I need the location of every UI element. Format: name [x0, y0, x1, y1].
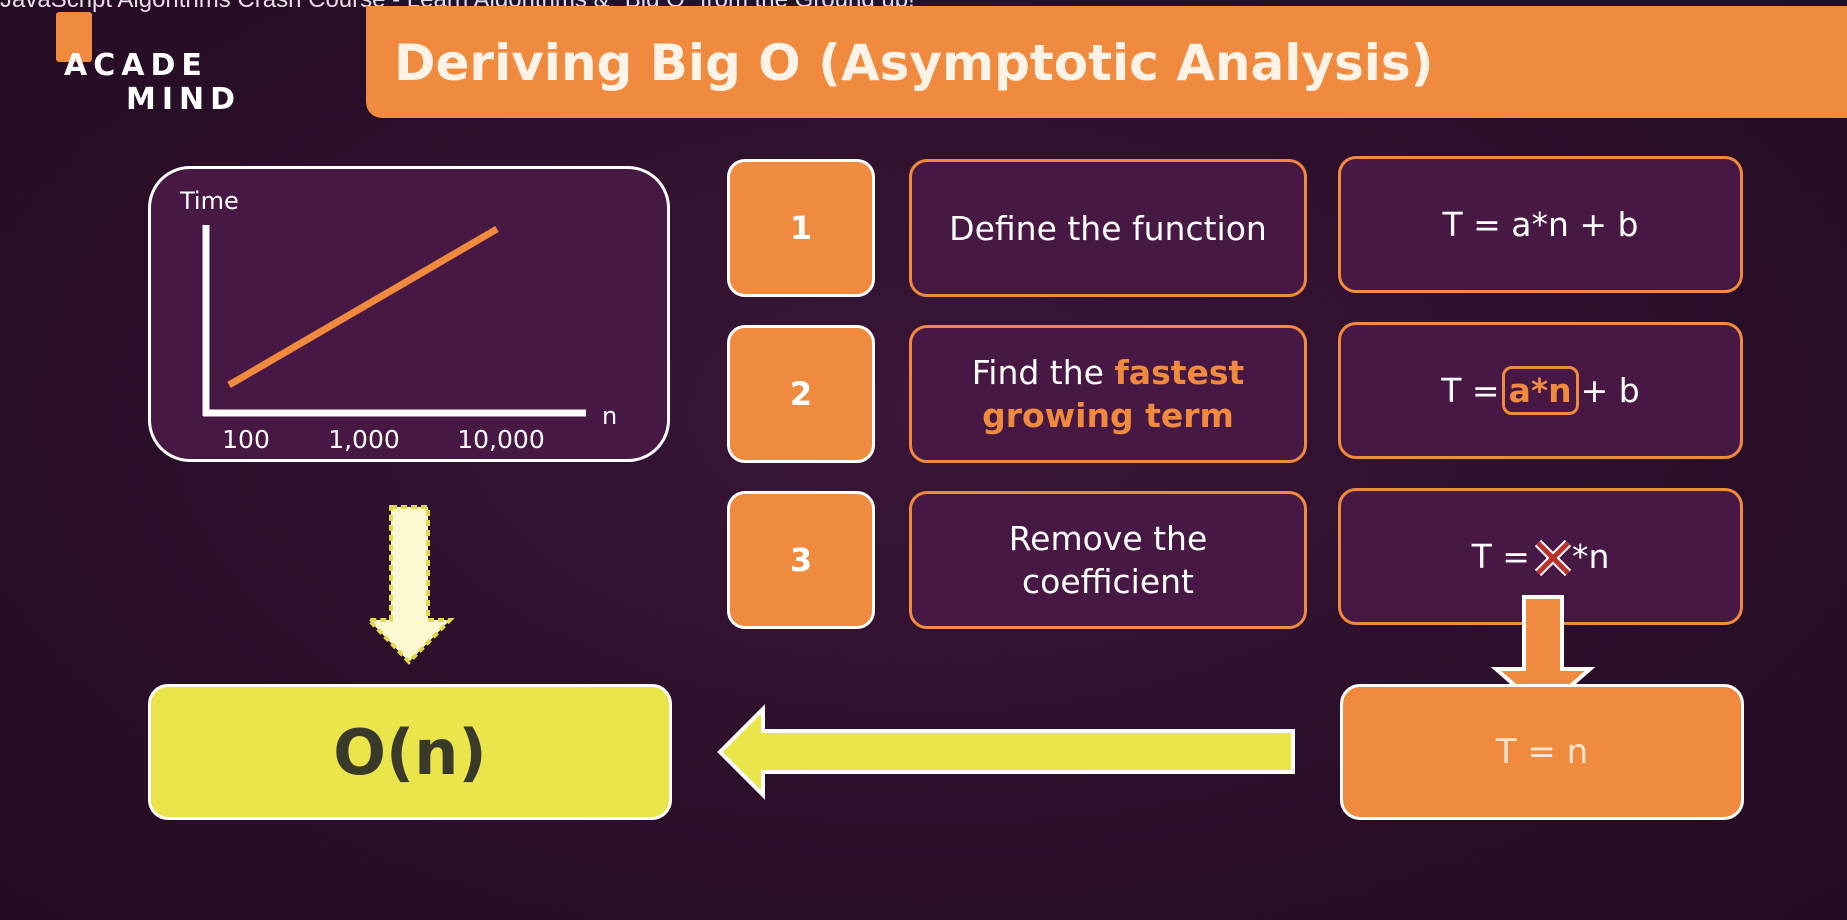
step-1-text: Define the function [949, 208, 1267, 248]
step-2-highlight: fastest growing term [982, 353, 1245, 435]
step-2-description: Find the fastest growing term [909, 325, 1307, 463]
formula-2-suffix: + b [1580, 371, 1640, 410]
logo-line2: MIND [126, 82, 242, 117]
formula-1: T = a*n + b [1338, 156, 1743, 293]
x-axis-label: n [602, 402, 617, 430]
formula-3-prefix: T = [1471, 537, 1530, 576]
step-1-number: 1 [727, 159, 875, 297]
formula-3-suffix: *n [1571, 537, 1610, 576]
fastest-term-box: a*n [1501, 366, 1579, 415]
step-2-text: Find the [971, 353, 1115, 392]
left-arrow-yellow-icon [717, 704, 1295, 800]
series-line [227, 225, 499, 389]
logo-line1: ACADE [64, 48, 208, 83]
simplified-formula-box: T = n [1340, 684, 1744, 820]
x-tick-label: 100 [222, 425, 270, 454]
slide-title: Deriving Big O (Asymptotic Analysis) [394, 34, 1434, 92]
step-2-number: 2 [727, 325, 875, 463]
formula-2-prefix: T = [1441, 371, 1500, 410]
logo-flag-icon [56, 12, 92, 62]
crossed-out-coefficient-icon [1532, 537, 1572, 577]
formula-2: T = a*n + b [1338, 322, 1743, 459]
step-1-description: Define the function [909, 159, 1307, 297]
y-axis-label: Time [179, 187, 239, 215]
x-tick-label: 1,000 [328, 425, 400, 454]
down-arrow-yellow-icon [364, 505, 455, 665]
title-banner: Deriving Big O (Asymptotic Analysis) [366, 6, 1847, 118]
big-o-result-box: O(n) [148, 684, 672, 820]
step-3-description: Remove the coefficient [909, 491, 1307, 629]
step-3-text: Remove the coefficient [1008, 519, 1208, 601]
x-tick-label: 10,000 [457, 425, 544, 454]
step-3-number: 3 [727, 491, 875, 629]
